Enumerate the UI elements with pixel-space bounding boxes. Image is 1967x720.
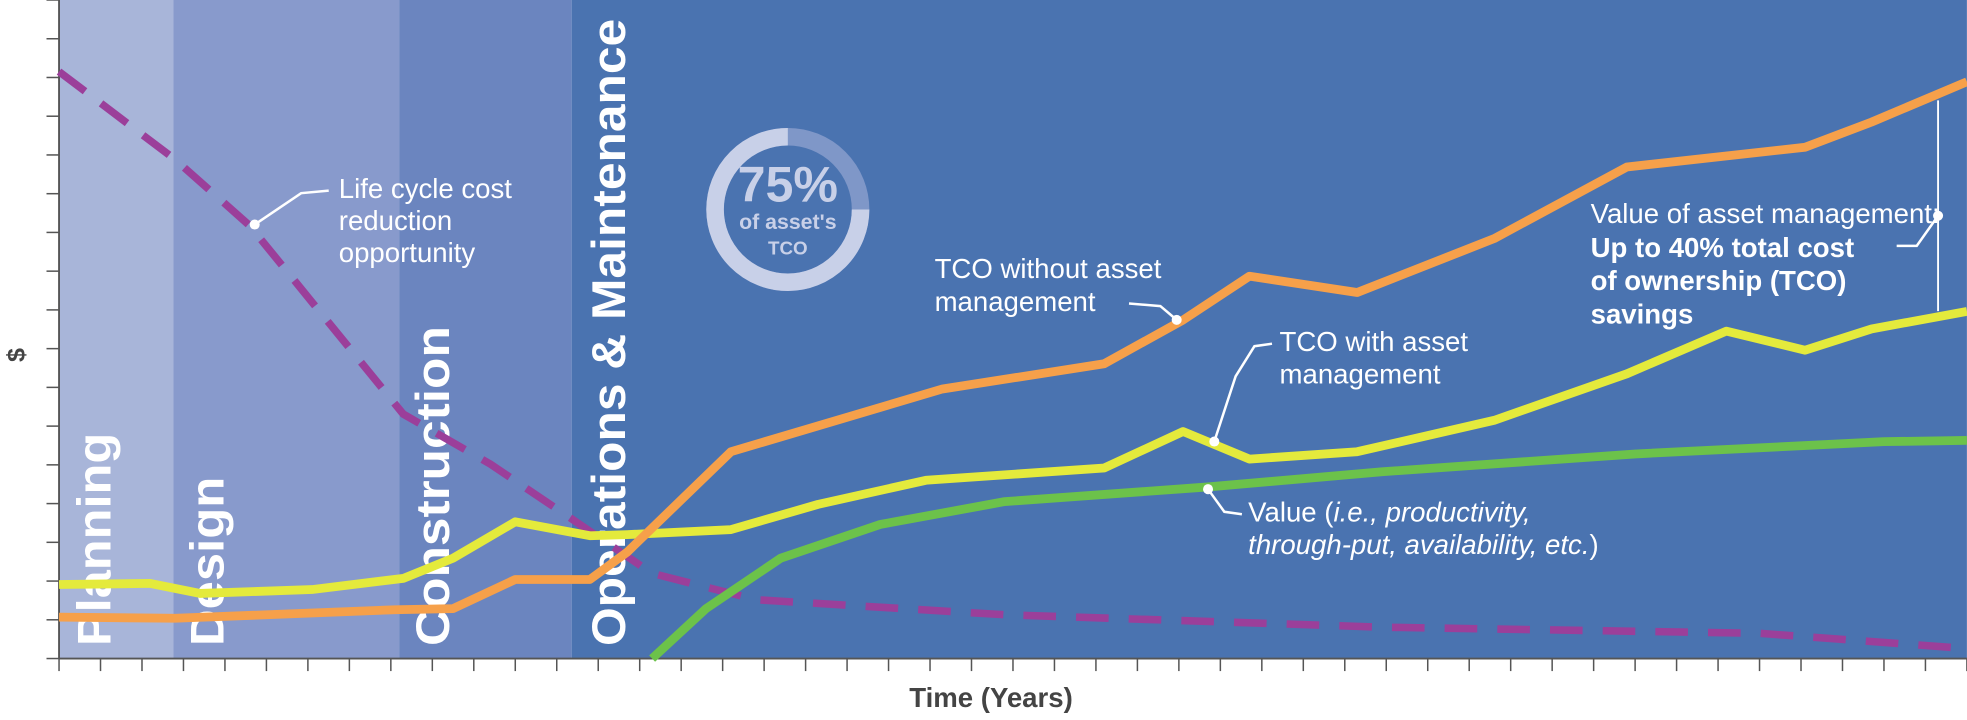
- x-axis-label: Time (Years): [909, 682, 1073, 713]
- leader-dot: [1203, 484, 1214, 495]
- leader-line: [1207, 488, 1243, 516]
- leader-line: [1128, 302, 1178, 321]
- leader-line: [254, 189, 329, 226]
- ring-arc: [706, 127, 870, 291]
- annotation: of ownership (TCO): [1591, 265, 1847, 296]
- leader-line: [1896, 215, 1940, 248]
- annotation: TCO without asset: [935, 253, 1162, 284]
- series-line: [58, 307, 1967, 598]
- annotation: savings: [1591, 298, 1694, 329]
- leader-dot: [1171, 314, 1182, 325]
- annotation: management: [935, 286, 1096, 317]
- y-axis-label: $: [2, 348, 30, 362]
- leader-dot: [1209, 436, 1220, 447]
- phase-label: Construction: [407, 326, 460, 646]
- leader-line: [1213, 342, 1273, 442]
- annotation: management: [1280, 359, 1441, 390]
- series-line: [56, 68, 1967, 653]
- series-line: [649, 436, 1967, 662]
- leader-dot: [249, 219, 260, 230]
- ring-label: 75%: [738, 156, 838, 212]
- phase-band: [59, 0, 174, 659]
- annotation-part: through-put, availability, etc.: [1248, 529, 1589, 560]
- annotation: Value (i.e., productivity,: [1248, 497, 1531, 528]
- ring-text: TCO: [768, 238, 808, 259]
- annotation-part: ): [1590, 529, 1599, 560]
- ring-text: of asset's: [739, 210, 836, 234]
- annotation: Life cycle cost: [339, 173, 513, 204]
- leader-dot: [1933, 210, 1944, 221]
- annotation: Value of asset management:: [1591, 198, 1940, 229]
- annotation: through-put, availability, etc.): [1248, 529, 1599, 560]
- annotation: TCO with asset: [1280, 326, 1469, 357]
- phase-band: [399, 0, 572, 659]
- phase-band: [173, 0, 400, 659]
- annotation-part: Value (: [1248, 497, 1334, 528]
- annotation: reduction: [339, 205, 452, 236]
- phase-label: Operations & Maintenance: [583, 19, 636, 646]
- annotation: Up to 40% total cost: [1591, 232, 1855, 263]
- series-line: [58, 77, 1967, 623]
- annotation: opportunity: [339, 237, 476, 268]
- phase-label: Planning: [69, 433, 122, 646]
- annotation-part: i.e., productivity,: [1334, 497, 1531, 528]
